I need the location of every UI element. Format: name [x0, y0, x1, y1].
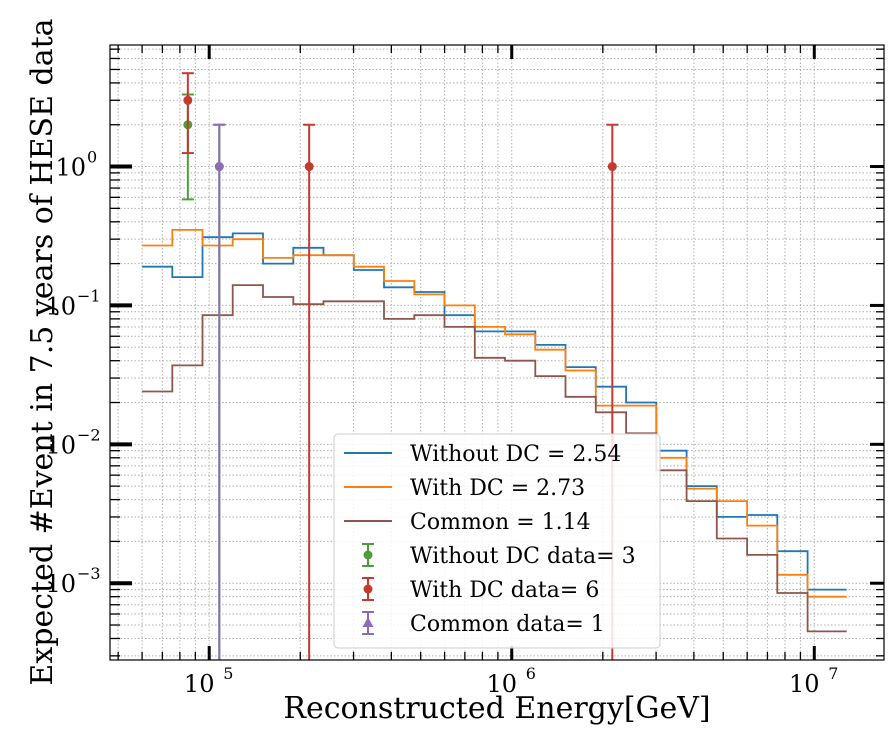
- legend-marker: [363, 550, 373, 560]
- data-point-marker: [607, 162, 617, 172]
- y-tick-exponent: −3: [77, 564, 101, 583]
- legend: Without DC = 2.54 With DC = 2.73 Common = …: [333, 433, 661, 649]
- y-tick-exponent: 0: [87, 148, 97, 167]
- data-point-marker: [304, 162, 314, 172]
- series-with-dc-step: [142, 229, 847, 598]
- x-tick-exponent: 7: [828, 664, 838, 683]
- x-tick-label: 10: [789, 670, 820, 698]
- legend-label: Without DC data= 3: [410, 544, 636, 569]
- legend-box: [333, 433, 661, 649]
- x-tick-label: 10: [486, 670, 517, 698]
- y-tick-exponent: −1: [77, 286, 101, 305]
- series-common-step: [142, 284, 847, 633]
- y-tick-exponent: −2: [77, 425, 101, 444]
- x-axis-label: Reconstructed Energy[GeV]: [283, 691, 710, 726]
- legend-label: Without DC = 2.54: [410, 442, 621, 467]
- y-tick-label: 10: [45, 431, 76, 459]
- legend-label: With DC data= 6: [410, 578, 599, 603]
- legend-marker: [362, 617, 374, 627]
- y-tick-label: 10: [45, 292, 76, 320]
- y-tick-label: 10: [45, 570, 76, 598]
- legend-marker: [363, 584, 373, 594]
- data-point-marker: [183, 95, 193, 105]
- x-tick-exponent: 6: [526, 664, 536, 683]
- legend-label: Common = 1.14: [410, 510, 591, 535]
- y-tick-label: 10: [55, 154, 86, 182]
- plot-area: [142, 72, 847, 660]
- y-axis-label: Expected #Event in 7.5 years of HESE dat…: [25, 18, 60, 685]
- legend-label: Common data= 1: [410, 612, 605, 637]
- x-tick-exponent: 5: [223, 664, 233, 683]
- data-point-marker: [214, 162, 224, 172]
- legend-label: With DC = 2.73: [410, 476, 585, 501]
- plot-frame: [109, 44, 885, 661]
- axes: 10 5 10 6 10 710 010 −110 −210 −3: [45, 44, 885, 698]
- x-tick-label: 10: [184, 670, 215, 698]
